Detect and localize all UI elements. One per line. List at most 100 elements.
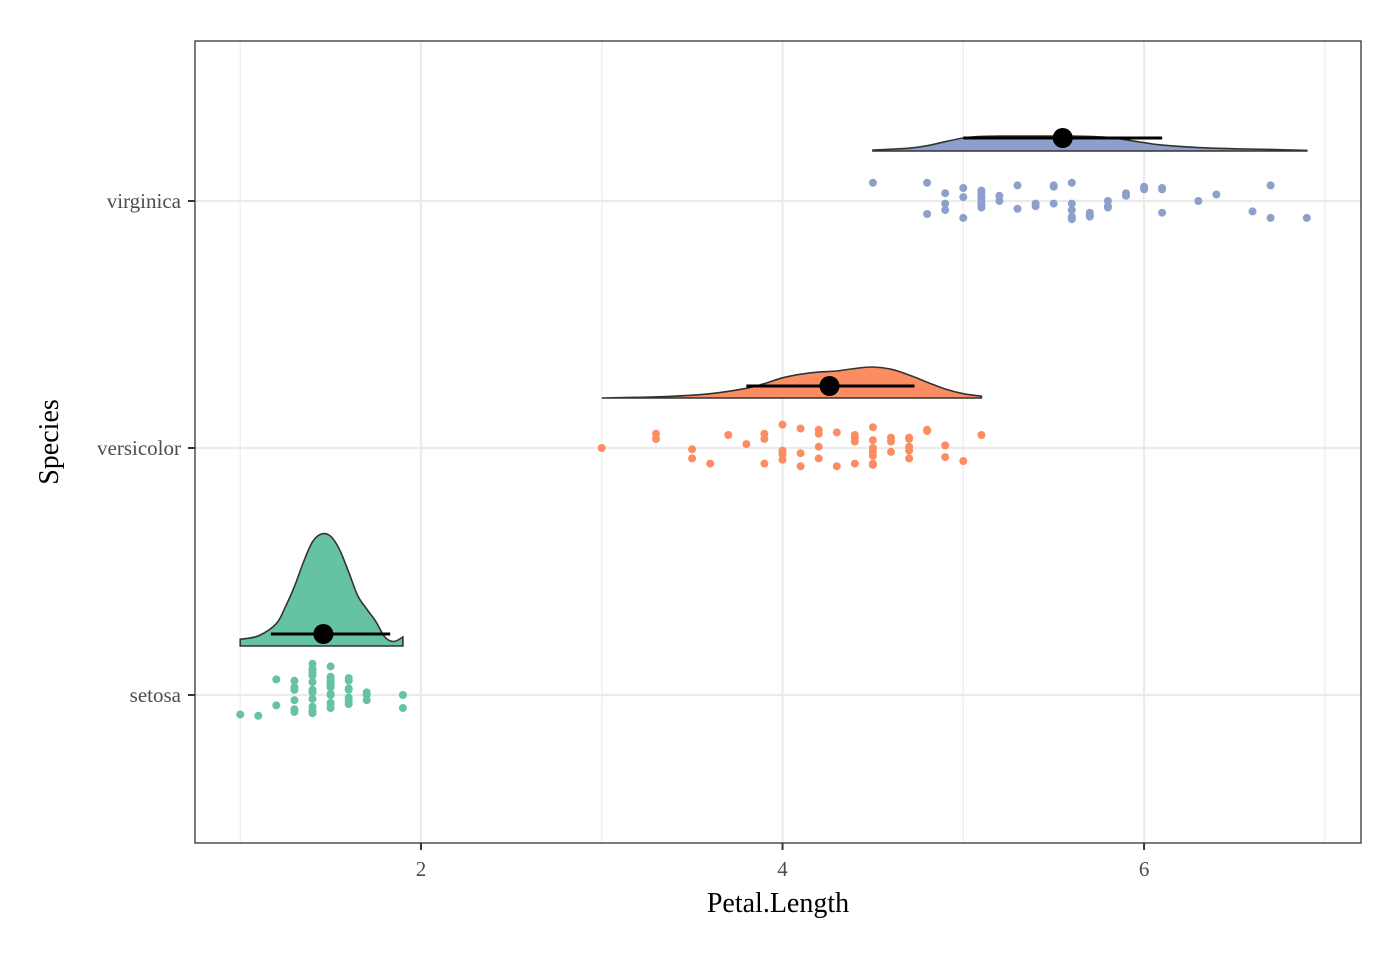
data-point-versicolor xyxy=(887,447,895,456)
data-point-versicolor xyxy=(905,442,914,451)
mean-point-setosa xyxy=(313,624,334,644)
data-point-setosa xyxy=(290,696,299,705)
data-point-setosa xyxy=(398,704,407,712)
data-point-virginica xyxy=(1049,199,1058,208)
data-point-versicolor xyxy=(850,459,859,468)
data-point-virginica xyxy=(1158,185,1167,194)
data-point-setosa xyxy=(398,691,407,699)
data-point-versicolor xyxy=(796,449,805,458)
data-point-virginica xyxy=(977,203,986,212)
data-point-virginica xyxy=(868,178,877,187)
data-point-virginica xyxy=(959,213,968,222)
data-point-setosa xyxy=(254,711,263,720)
y-tick-label: setosa xyxy=(130,683,182,707)
data-point-virginica xyxy=(959,193,968,202)
data-point-setosa xyxy=(344,674,353,683)
data-point-virginica xyxy=(995,191,1004,200)
x-tick-label: 6 xyxy=(1139,857,1150,881)
data-point-setosa xyxy=(362,691,371,699)
data-point-versicolor xyxy=(742,440,751,449)
data-point-virginica xyxy=(959,184,968,192)
data-point-versicolor xyxy=(760,434,769,443)
y-axis-title: Species xyxy=(34,399,65,485)
data-point-virginica xyxy=(1266,213,1275,222)
data-point-virginica xyxy=(923,210,932,218)
data-point-virginica xyxy=(1266,181,1275,190)
data-point-virginica xyxy=(1248,207,1257,216)
y-tick-label: virginica xyxy=(107,189,182,213)
data-point-virginica xyxy=(1067,206,1076,215)
data-point-versicolor xyxy=(724,431,733,439)
data-point-setosa xyxy=(308,688,317,697)
data-point-setosa xyxy=(344,685,353,694)
data-point-versicolor xyxy=(868,451,877,460)
data-point-setosa xyxy=(308,678,317,686)
data-point-versicolor xyxy=(760,459,769,468)
data-point-versicolor xyxy=(597,444,606,452)
data-point-virginica xyxy=(1049,182,1058,191)
x-axis-title: Petal.Length xyxy=(707,888,849,919)
data-point-setosa xyxy=(326,679,335,688)
data-point-versicolor xyxy=(796,424,805,433)
data-point-virginica xyxy=(1103,197,1112,205)
data-point-versicolor xyxy=(652,429,660,438)
data-point-virginica xyxy=(977,194,986,203)
axes: 2 4 6 setosa versicolor virginica xyxy=(97,189,1149,881)
data-point-setosa xyxy=(290,683,299,692)
data-point-virginica xyxy=(941,189,950,198)
data-point-setosa xyxy=(308,666,317,675)
data-point-virginica xyxy=(1212,190,1221,199)
data-point-versicolor xyxy=(868,459,877,468)
data-point-versicolor xyxy=(814,442,823,451)
data-point-versicolor xyxy=(832,462,841,471)
data-point-versicolor xyxy=(905,434,914,443)
data-point-virginica xyxy=(1013,181,1022,190)
mean-intervals xyxy=(270,128,1163,644)
x-tick-label: 2 xyxy=(416,857,427,881)
data-point-virginica xyxy=(1067,199,1076,208)
data-point-virginica xyxy=(1194,197,1203,205)
data-point-setosa xyxy=(290,707,299,716)
data-point-versicolor xyxy=(814,429,823,438)
data-point-virginica xyxy=(941,206,950,215)
data-point-virginica xyxy=(1140,185,1149,194)
density-cloud-versicolor xyxy=(601,366,983,399)
data-point-setosa xyxy=(326,700,335,709)
data-point-versicolor xyxy=(923,427,932,436)
data-point-setosa xyxy=(236,710,245,719)
data-point-virginica xyxy=(1031,199,1040,208)
data-point-versicolor xyxy=(832,428,841,437)
data-point-setosa xyxy=(326,689,335,698)
data-point-versicolor xyxy=(850,433,859,442)
data-point-virginica xyxy=(923,178,932,187)
data-point-versicolor xyxy=(977,431,986,439)
data-point-versicolor xyxy=(941,453,950,462)
density-cloud-setosa xyxy=(239,532,404,647)
jitter-points xyxy=(236,178,1311,720)
y-tick-label: versicolor xyxy=(97,436,181,460)
plot-panel-border xyxy=(194,40,1362,844)
data-point-setosa xyxy=(308,659,317,668)
data-point-versicolor xyxy=(868,444,877,452)
data-point-setosa xyxy=(272,701,281,710)
data-point-versicolor xyxy=(868,436,877,445)
mean-point-versicolor xyxy=(819,376,840,396)
data-point-versicolor xyxy=(688,454,697,463)
density-clouds xyxy=(239,135,1308,647)
data-point-setosa xyxy=(290,676,299,685)
data-point-setosa xyxy=(344,693,353,702)
grid xyxy=(195,41,1361,843)
data-point-versicolor xyxy=(868,423,877,432)
data-point-setosa xyxy=(272,675,281,684)
data-point-setosa xyxy=(308,702,317,711)
data-point-virginica xyxy=(1122,191,1130,200)
data-point-setosa xyxy=(308,694,317,703)
mean-point-virginica xyxy=(1052,128,1073,148)
data-point-versicolor xyxy=(941,441,950,450)
data-point-versicolor xyxy=(778,420,787,429)
data-point-virginica xyxy=(1067,178,1076,187)
data-point-versicolor xyxy=(887,437,895,446)
data-point-setosa xyxy=(326,662,335,671)
data-point-virginica xyxy=(1302,213,1311,222)
